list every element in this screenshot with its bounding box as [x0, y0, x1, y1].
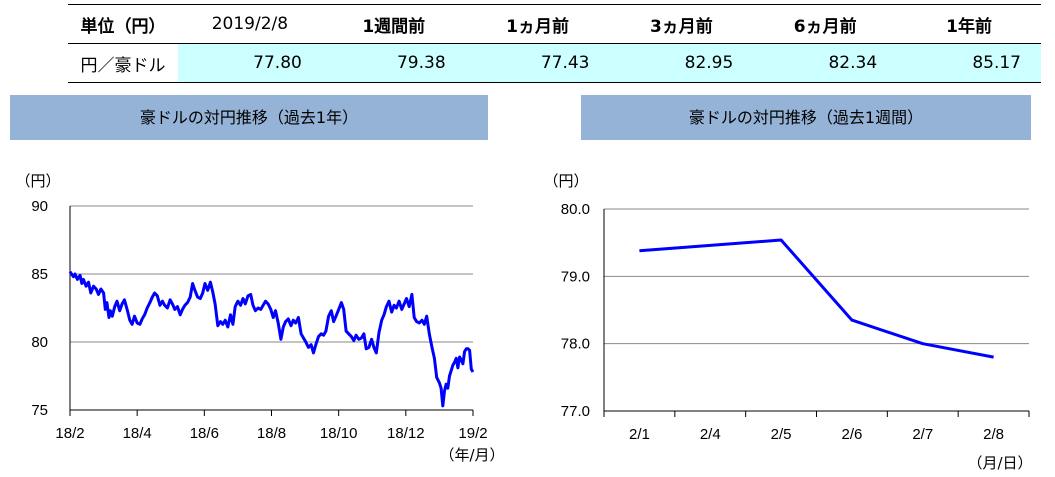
y-tick-label-1y: 85 [31, 266, 48, 283]
table-row: 円／豪ドル 77.80 79.38 77.43 82.95 82.34 85.1… [68, 43, 1041, 83]
value-six-month: 82.34 [753, 43, 898, 83]
one-year-header: 1年前 [897, 4, 1041, 44]
y-tick-label-1y: 80 [31, 334, 48, 351]
value-three-month: 82.95 [609, 43, 754, 83]
rate-summary-table: 単位（円） 2019/2/8 1週間前 1ヵ月前 3ヵ月前 6ヵ月前 1年前 円… [68, 4, 1041, 83]
chart-title-1y: 豪ドルの対円推移（過去1年） [10, 95, 488, 140]
x-tick-label-1y: 19/2 [458, 425, 487, 442]
value-one-week: 79.38 [321, 43, 466, 83]
y-tick-label-1y: 75 [31, 402, 48, 419]
one-week-header: 1週間前 [321, 4, 466, 44]
chart-title-1w: 豪ドルの対円推移（過去1週間） [581, 95, 1031, 140]
x-unit-1y: （年/月） [439, 446, 504, 464]
y-tick-label-1w: 77.0 [561, 403, 590, 420]
y-tick-label-1w: 80.0 [561, 201, 590, 218]
row-label: 円／豪ドル [68, 43, 178, 83]
x-tick-label-1w: 2/1 [629, 426, 650, 443]
y-unit-1w: （円） [543, 172, 588, 190]
x-unit-1w: （月/日） [967, 454, 1032, 472]
one-month-header: 1ヵ月前 [465, 4, 610, 44]
x-tick-label-1w: 2/5 [771, 426, 792, 443]
three-month-header: 3ヵ月前 [609, 4, 754, 44]
series-line-1y [68, 270, 475, 408]
six-month-header: 6ヵ月前 [753, 4, 898, 44]
x-tick-label-1y: 18/8 [257, 425, 286, 442]
x-tick-label-1w: 2/8 [983, 426, 1004, 443]
y-tick-label-1w: 78.0 [561, 336, 590, 353]
y-unit-1y: （円） [15, 172, 60, 190]
y-tick-label-1w: 79.0 [561, 268, 590, 285]
x-tick-label-1w: 2/4 [700, 426, 721, 443]
x-tick-label-1w: 2/6 [841, 426, 862, 443]
x-tick-label-1y: 18/4 [123, 425, 152, 442]
x-tick-label-1y: 18/10 [320, 425, 358, 442]
value-one-year: 85.17 [897, 43, 1041, 83]
x-tick-label-1y: 18/6 [190, 425, 219, 442]
table-header-row: 単位（円） 2019/2/8 1週間前 1ヵ月前 3ヵ月前 6ヵ月前 1年前 [68, 4, 1041, 44]
y-tick-label-1y: 90 [31, 198, 48, 215]
value-one-month: 77.43 [465, 43, 610, 83]
x-tick-label-1w: 2/7 [912, 426, 933, 443]
value-current: 77.80 [178, 43, 322, 83]
date-header: 2019/2/8 [178, 4, 322, 44]
x-tick-label-1y: 18/2 [55, 425, 84, 442]
series-line-1w [639, 238, 994, 359]
x-tick-label-1y: 18/12 [387, 425, 425, 442]
unit-header: 単位（円） [68, 4, 178, 44]
